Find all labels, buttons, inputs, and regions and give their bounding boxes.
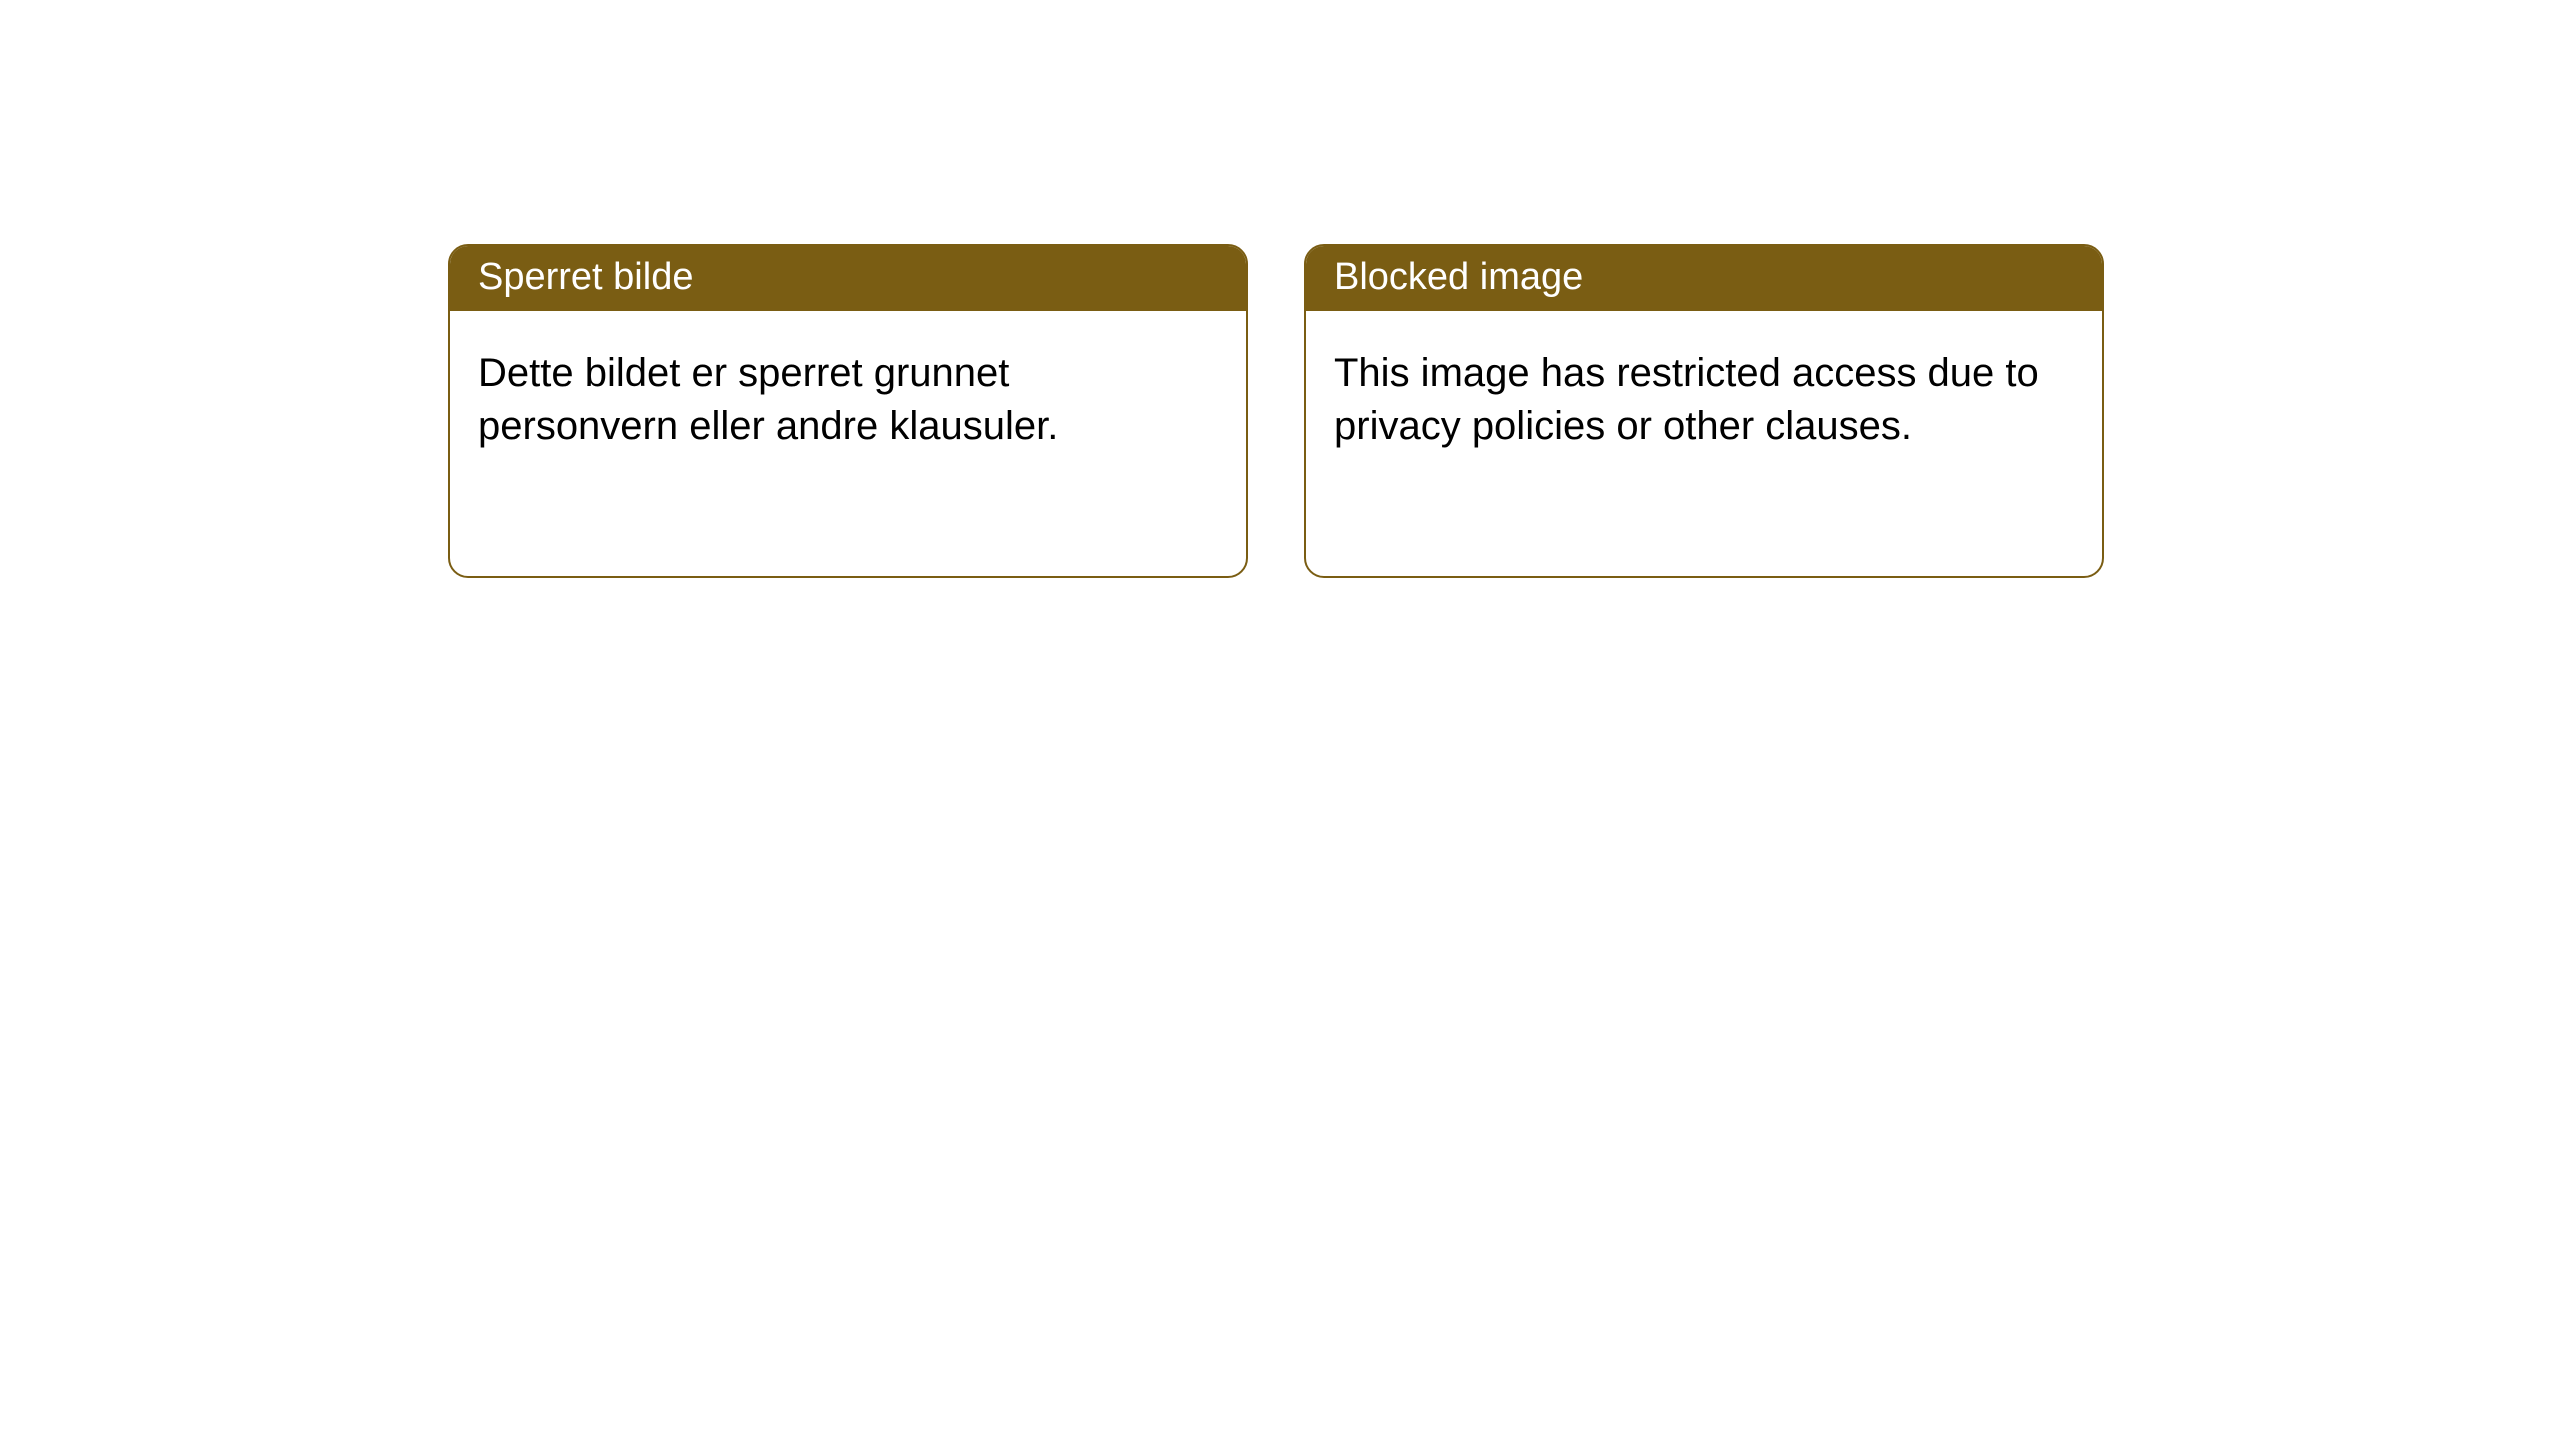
notice-card-norwegian: Sperret bilde Dette bildet er sperret gr… bbox=[448, 244, 1248, 578]
card-header: Blocked image bbox=[1306, 246, 2102, 311]
card-body: This image has restricted access due to … bbox=[1306, 311, 2102, 489]
card-body: Dette bildet er sperret grunnet personve… bbox=[450, 311, 1246, 489]
card-title: Sperret bilde bbox=[478, 256, 693, 298]
notice-card-english: Blocked image This image has restricted … bbox=[1304, 244, 2104, 578]
card-body-text: This image has restricted access due to … bbox=[1334, 351, 2039, 448]
card-title: Blocked image bbox=[1334, 256, 1583, 298]
notice-cards-row: Sperret bilde Dette bildet er sperret gr… bbox=[0, 0, 2560, 578]
card-body-text: Dette bildet er sperret grunnet personve… bbox=[478, 351, 1058, 448]
card-header: Sperret bilde bbox=[450, 246, 1246, 311]
